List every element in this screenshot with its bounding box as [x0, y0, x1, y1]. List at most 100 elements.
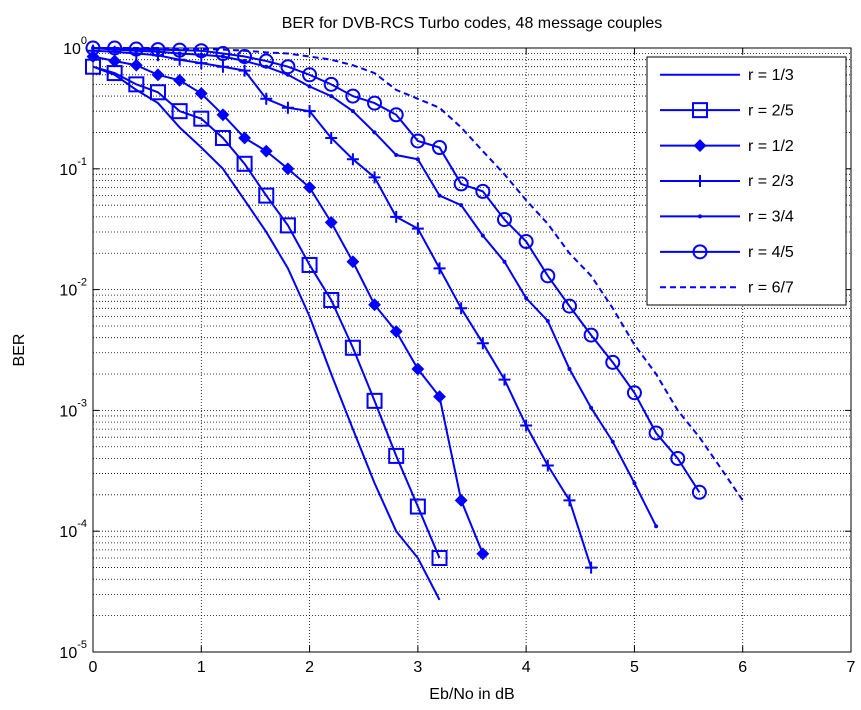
data-point: [394, 153, 399, 158]
data-point: [372, 130, 377, 135]
data-point: [85, 40, 101, 56]
data-point: [433, 390, 446, 404]
y-tick-label: 10-5: [59, 639, 87, 662]
legend-marker: [693, 139, 707, 152]
data-point: [670, 450, 686, 466]
x-tick-label: 0: [89, 659, 98, 676]
data-point: [502, 259, 507, 264]
data-point: [367, 95, 383, 111]
data-point: [325, 131, 338, 144]
data-point: [437, 193, 442, 198]
legend-marker: [692, 244, 708, 260]
data-point: [585, 561, 598, 574]
data-point: [129, 58, 143, 72]
y-axis-label: BER: [11, 334, 28, 367]
legend-label: r = 6/7: [748, 280, 794, 297]
data-point: [480, 233, 485, 238]
data-point: [238, 131, 252, 145]
data-point: [216, 60, 229, 73]
data-point: [411, 362, 425, 376]
data-point: [589, 405, 594, 410]
data-point: [350, 109, 355, 114]
data-point: [329, 94, 334, 99]
data-point: [654, 524, 659, 529]
data-point: [193, 43, 209, 59]
data-point: [626, 385, 642, 401]
plot-frame: [92, 47, 852, 653]
data-point: [496, 212, 512, 228]
y-tick-label: 10-2: [59, 277, 87, 300]
y-tick-label: 10-3: [59, 397, 87, 420]
data-point: [431, 549, 448, 566]
data-point: [605, 354, 621, 370]
legend-box: [646, 56, 847, 306]
data-point: [344, 339, 361, 356]
data-point: [632, 481, 637, 486]
data-point: [238, 64, 251, 77]
data-point: [388, 107, 404, 123]
legend-marker: [694, 175, 706, 187]
legend-marker: [692, 102, 708, 119]
data-point: [155, 49, 160, 54]
data-point: [475, 183, 491, 199]
data-point: [323, 292, 340, 309]
legend-label: r = 1/3: [748, 67, 794, 84]
x-axis-label: Eb/No in dB: [429, 686, 514, 703]
data-point: [108, 54, 122, 68]
data-point: [301, 256, 318, 273]
data-point: [540, 268, 556, 284]
data-point: [171, 103, 188, 120]
data-point: [524, 296, 529, 301]
data-point: [307, 84, 312, 89]
data-point: [390, 210, 403, 223]
data-point: [260, 92, 273, 105]
data-point: [648, 425, 664, 441]
data-point: [545, 318, 550, 323]
data-point: [411, 222, 424, 235]
data-point: [149, 84, 166, 101]
data-point: [151, 68, 165, 82]
x-tick-label: 1: [197, 659, 206, 676]
data-point: [280, 59, 296, 75]
legend-label: r = 3/4: [748, 209, 794, 226]
x-tick-label: 7: [847, 659, 856, 676]
data-point: [388, 447, 405, 464]
data-point: [346, 255, 360, 269]
legend-label: r = 1/2: [748, 138, 794, 155]
data-point: [583, 327, 599, 343]
data-point: [366, 392, 383, 409]
data-point: [541, 459, 554, 472]
data-point: [128, 76, 145, 93]
data-point: [128, 41, 144, 57]
data-point: [193, 110, 210, 127]
data-point: [567, 367, 572, 372]
data-point: [194, 87, 208, 100]
x-tick-label: 4: [522, 659, 531, 676]
data-point: [303, 105, 316, 118]
legend-marker: [698, 214, 702, 219]
y-tick-label: 10-4: [59, 518, 87, 541]
data-point: [563, 494, 576, 507]
data-point: [259, 144, 273, 158]
data-point: [415, 157, 420, 162]
data-point: [409, 498, 426, 515]
data-point: [345, 88, 361, 104]
data-point: [453, 176, 469, 192]
data-point: [150, 42, 166, 58]
data-point: [389, 325, 403, 338]
data-point: [195, 57, 208, 70]
data-point: [214, 129, 231, 146]
y-tick-label: 100: [63, 35, 87, 58]
legend-label: r = 2/5: [748, 102, 794, 119]
data-point: [215, 46, 231, 62]
data-point: [476, 337, 489, 350]
data-point: [368, 171, 381, 184]
data-point: [346, 153, 359, 166]
data-point: [454, 493, 468, 507]
data-point: [518, 234, 534, 250]
data-point: [324, 215, 338, 229]
data-point: [303, 181, 316, 194]
data-point: [323, 76, 339, 92]
x-tick-label: 2: [305, 659, 314, 676]
